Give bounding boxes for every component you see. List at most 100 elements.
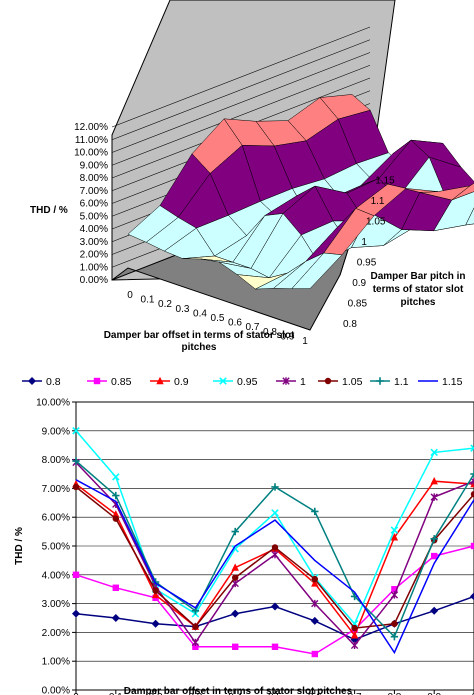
surface-z-tick-label: 4.00% (80, 224, 108, 235)
data-point (112, 491, 120, 500)
surface-z-tick-label: 11.00% (75, 135, 108, 146)
data-point (430, 535, 438, 543)
surface-patch (291, 252, 343, 289)
surface-z-tick-label: 9.00% (80, 160, 108, 171)
data-point (311, 507, 319, 516)
surface-y-tick-labels: 0.8 0.85 0.9 0.95 1 1.05 1.1 1.15 (343, 176, 395, 331)
data-point (350, 641, 359, 650)
data-point (430, 477, 438, 485)
data-point (390, 533, 399, 541)
surface-y-tick-label: 1.1 (371, 196, 385, 207)
data-point (470, 542, 474, 550)
x-tick-label: 0 (73, 692, 79, 695)
x-tick-label: 1 (471, 692, 474, 695)
data-point (431, 552, 438, 560)
y-tick-label: 6.00% (42, 513, 70, 524)
y-tick-label: 1.00% (42, 657, 70, 668)
y-tick-label: 7.00% (42, 484, 70, 495)
y-tick-label: 8.00% (42, 455, 70, 466)
data-point (271, 602, 279, 611)
data-point (93, 377, 101, 385)
surface-mesh (127, 94, 474, 290)
legend: 0.8 0.85 0.9 0.95 1 1.05 1.1 1.15 (22, 376, 463, 388)
data-point (28, 377, 36, 385)
data-point (192, 643, 199, 650)
data-point (231, 563, 239, 571)
legend-label: 1.15 (442, 376, 463, 388)
surface-y-tick-label: 0.95 (357, 258, 377, 269)
data-point (391, 586, 398, 593)
data-point (376, 377, 384, 385)
data-point (152, 587, 159, 594)
surface-y-tick-label: 0.85 (348, 299, 368, 310)
data-point (351, 624, 358, 632)
surface-x-tick-label: 0.9 (281, 331, 295, 342)
data-point (391, 620, 398, 627)
surface-x-tick-label: 0.7 (246, 322, 260, 333)
legend-label: 0.85 (111, 376, 132, 388)
data-point (151, 590, 160, 599)
surface-chart: 0.00% 1.00%2.00% 3.00% 4.00% 5.00%6.00% 7.00%… (30, 0, 474, 353)
y-tick-label: 10.00% (36, 398, 70, 409)
surface-z-tick-label: 6.00% (80, 199, 108, 210)
data-point (72, 457, 80, 465)
surface-y-tick-label: 1.05 (366, 217, 386, 228)
data-point (271, 483, 279, 491)
data-point (192, 623, 199, 630)
x-tick-label: 0.3 (188, 692, 202, 695)
legend-label: 0.9 (174, 376, 189, 388)
data-point (112, 473, 120, 481)
data-point (72, 571, 80, 578)
surface-z-tick-labels: 0.00% 1.00%2.00% 3.00% 4.00% 5.00%6.00% 7.00%… (74, 122, 108, 286)
surface-z-tick-label: 5.00% (80, 211, 108, 222)
surface-z-tick-label: 1.00% (80, 262, 108, 273)
data-point (271, 643, 279, 650)
line-chart: 0.8 0.85 0.9 0.95 1 1.05 1.1 1.15 0.00% 1.00% 2.0… (14, 376, 474, 695)
data-point (72, 609, 80, 618)
surface-x-axis-title: Damper bar offset in terms of stator slo… (103, 330, 295, 353)
x-tick-label: 0.9 (427, 692, 441, 695)
surface-z-tick-label: 7.00% (80, 186, 108, 197)
data-point (232, 574, 239, 581)
surface-x-tick-label: 0.1 (141, 295, 155, 306)
data-point (350, 631, 359, 639)
data-point (430, 606, 439, 615)
data-point (271, 550, 279, 559)
surface-x-tick-label: 0.6 (228, 318, 242, 329)
data-point (430, 493, 438, 501)
x-axis-tick-labels: 0 0.1 0.2 0.3 0.4 0.5 0.6 0.7 0.8 0.9 1 (73, 692, 474, 695)
surface-y-axis-title: Damper Bar pitch in terms of stator slot… (370, 271, 466, 308)
surface-x-tick-label: 1 (302, 336, 308, 347)
surface-x-tick-label: 0.2 (158, 299, 172, 310)
data-point (390, 526, 399, 534)
x-tick-label: 0.5 (268, 692, 282, 695)
surface-z-tick-label: 0.00% (80, 275, 108, 286)
x-tick-label: 0.4 (228, 692, 242, 695)
surface-x-tick-label: 0.4 (193, 308, 207, 319)
surface-y-axis-title-box: Damper Bar pitch in terms of stator slot… (370, 271, 466, 308)
data-point (430, 448, 438, 457)
data-point (324, 377, 332, 385)
x-tick-label: 0.8 (387, 692, 401, 695)
data-point (232, 643, 239, 650)
legend-label: 1.05 (342, 376, 363, 388)
surface-z-axis-title: THD / % (30, 205, 68, 216)
legend-label: 1 (300, 376, 306, 388)
data-point (311, 650, 318, 658)
data-point (282, 377, 290, 385)
data-point (470, 477, 474, 485)
surface-y-tick-label: 1 (361, 237, 367, 248)
data-point (191, 638, 200, 647)
surface-z-tick-label: 2.00% (80, 250, 108, 261)
data-point (151, 619, 160, 628)
y-tick-label: 4.00% (42, 570, 70, 581)
surface-back-gridline (111, 26, 371, 128)
data-point (390, 591, 399, 599)
data-point (390, 633, 399, 641)
surface-x-tick-label: 0.8 (263, 327, 277, 338)
data-point (111, 614, 120, 622)
data-point (112, 584, 119, 591)
x-tick-label: 0.7 (348, 692, 362, 695)
surface-x-axis-title-box: Damper bar offset in terms of stator slo… (103, 330, 295, 353)
